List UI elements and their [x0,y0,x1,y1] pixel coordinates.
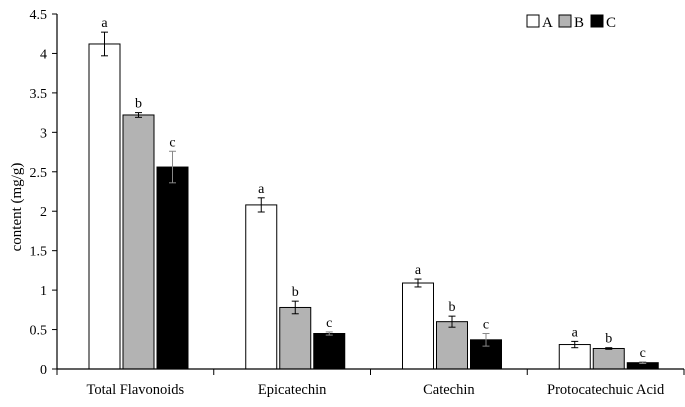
significance-label: b [292,285,299,300]
y-tick-label: 3.5 [30,87,48,102]
bar-b [592,347,625,370]
bar-c [156,166,189,370]
legend-swatch-c [590,14,604,28]
significance-label: b [135,97,142,112]
significance-label: c [483,318,489,333]
y-tick-label: 1.5 [30,245,48,260]
y-axis-ticks: 0 0.5 1 1.5 2 2.5 3 3.5 4 4.5 [30,8,57,378]
bars [88,43,659,370]
legend: A B C [526,14,616,31]
bar-a [558,344,591,370]
bar-b [122,114,155,370]
category-label: Catechin [423,382,475,398]
y-tick-label: 3 [40,126,47,141]
y-tick-label: 1 [40,284,47,299]
bar-a [402,282,434,370]
axes [56,14,684,370]
error-bars [101,31,647,364]
y-axis-title: content (mg/g) [9,163,25,252]
legend-swatch-a [526,14,540,28]
significance-label: a [415,263,422,278]
significance-label: b [605,332,612,347]
significance-label: c [640,346,646,361]
significance-labels: a b c a b c a b c a b c [101,16,645,361]
category-label: Protocatechuic Acid [547,382,665,398]
bar-a [245,204,278,370]
significance-label: b [449,300,456,315]
category-label: Epicatechin [258,382,327,398]
legend-swatch-b [558,14,572,28]
y-tick-label: 2 [40,205,47,220]
significance-label: c [326,316,332,331]
significance-label: a [572,325,579,340]
significance-label: a [101,16,108,31]
legend-label: C [606,15,616,31]
legend-label: B [574,15,584,31]
y-tick-label: 0 [40,363,47,378]
bar-b [279,306,312,370]
bar-b [436,321,468,370]
y-tick-label: 0.5 [30,324,48,339]
bar-c [313,333,346,370]
y-tick-label: 4.5 [30,8,48,23]
category-label: Total Flavonoids [87,382,185,398]
legend-label: A [542,15,553,31]
x-axis-ticks [56,369,685,375]
significance-label: c [169,135,175,150]
significance-label: a [258,182,265,197]
y-tick-label: 2.5 [30,166,48,181]
y-tick-label: 4 [40,47,47,62]
category-labels: Total Flavonoids Epicatechin Catechin Proto… [87,382,665,398]
bar-a [88,43,121,370]
